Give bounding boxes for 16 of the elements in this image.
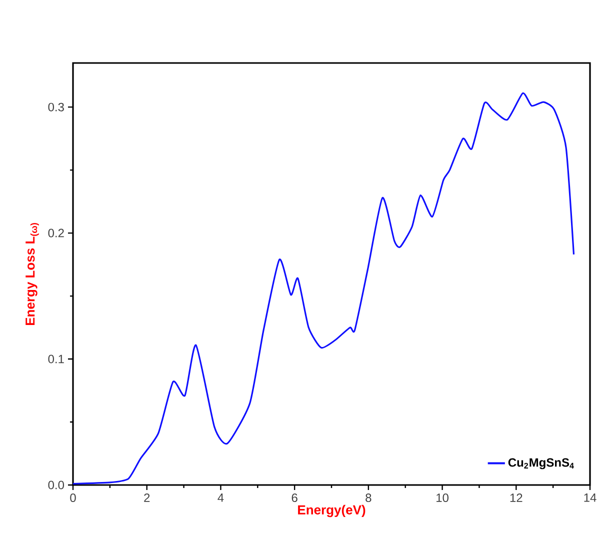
- x-axis-title: Energy(eV): [298, 504, 366, 518]
- x-tick-label: 4: [218, 494, 224, 502]
- line-series: [73, 92, 575, 485]
- x-tick-label: 6: [292, 494, 298, 502]
- y-tick-label: 0.1: [48, 354, 64, 364]
- y-axis-title: Energy Loss L$_{(ω)}$: [26, 223, 39, 326]
- x-tick-label: 8: [366, 494, 372, 502]
- x-tick-label: 10: [436, 494, 448, 502]
- x-tick-label: 14: [584, 494, 596, 502]
- x-tick-label: 12: [510, 494, 522, 502]
- legend-label: Cu$_{2}$MgSnS$_{4}$: [508, 458, 574, 470]
- y-tick-label: 0.2: [48, 228, 64, 238]
- y-tick-label: 0.3: [48, 102, 64, 112]
- x-tick-label: 0: [70, 494, 76, 502]
- x-tick-label: 2: [144, 494, 150, 502]
- y-tick-label: 0.0: [48, 480, 64, 490]
